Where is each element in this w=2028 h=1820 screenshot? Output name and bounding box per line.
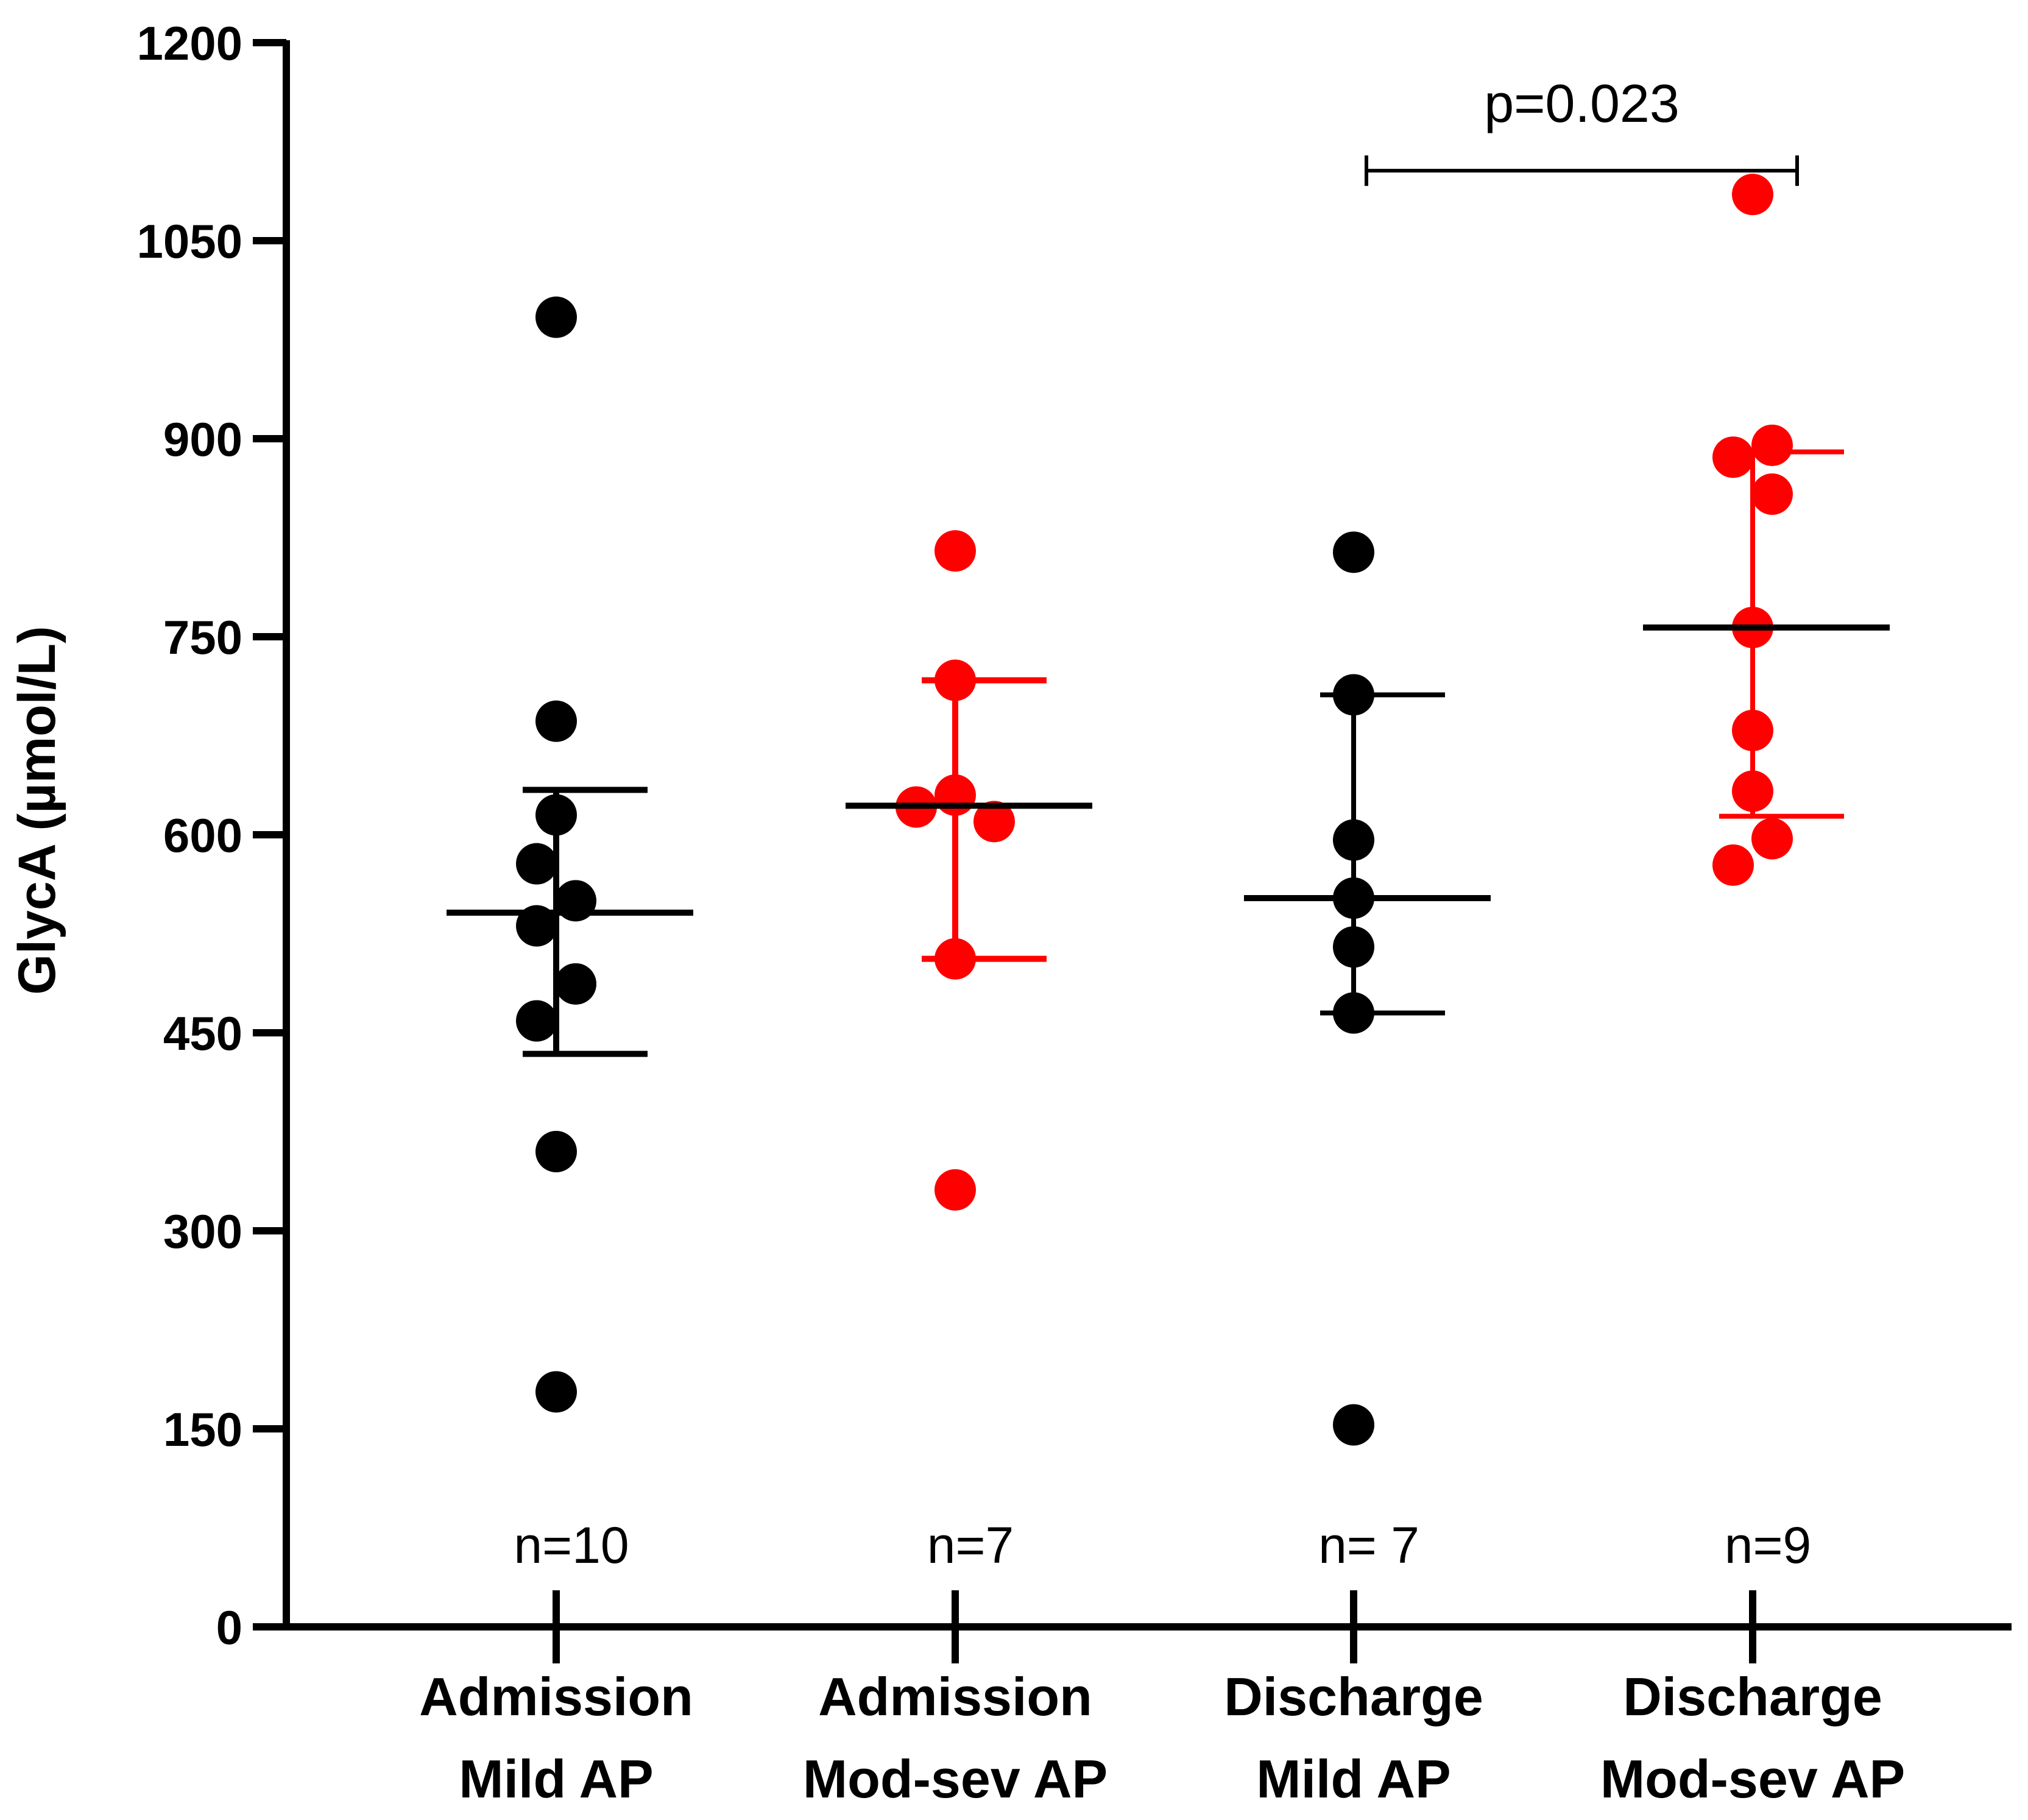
data-point xyxy=(516,1000,557,1042)
data-point xyxy=(1712,844,1754,886)
data-point xyxy=(1333,1404,1374,1446)
y-tick-label: 900 xyxy=(163,413,242,466)
data-point xyxy=(973,801,1015,843)
data-point xyxy=(1751,424,1793,466)
data-point xyxy=(535,296,577,338)
y-tick-label: 0 xyxy=(216,1601,242,1654)
x-category-label-line1: Admission xyxy=(818,1666,1092,1727)
data-point xyxy=(935,1169,976,1211)
y-tick-label: 600 xyxy=(163,809,242,862)
data-point xyxy=(516,843,557,885)
group-4: n=9 xyxy=(1643,174,1890,1574)
p-value-label: p=0.023 xyxy=(1484,73,1680,133)
y-tick-label: 450 xyxy=(163,1007,242,1060)
data-point xyxy=(1712,436,1754,478)
group-1: n=10 xyxy=(447,296,693,1574)
y-tick-label: 1200 xyxy=(136,16,242,70)
y-tick-label: 750 xyxy=(163,611,242,664)
data-point xyxy=(535,1131,577,1172)
x-category-label-line2: Mild AP xyxy=(459,1749,653,1809)
y-tick-label: 300 xyxy=(163,1205,242,1258)
data-point xyxy=(935,530,976,572)
axes: 0 150 300 450 600 750 900 1050 1200 Admission Mil… xyxy=(136,16,2012,1809)
x-category-label-line1: Admission xyxy=(419,1666,693,1727)
x-ticks: Admission Mild AP Admission Mod-sev AP Disch… xyxy=(419,1590,1905,1809)
n-label: n=9 xyxy=(1725,1517,1812,1574)
group-2: n=7 xyxy=(846,530,1092,1574)
x-category-label-line2: Mild AP xyxy=(1256,1749,1450,1809)
groups: n=10 n=7 n= 7 n=9 xyxy=(447,174,1890,1574)
data-point xyxy=(1751,473,1793,515)
significance-annotation: p=0.023 xyxy=(1365,73,1799,186)
n-label: n= 7 xyxy=(1318,1517,1419,1574)
data-point xyxy=(1333,531,1374,573)
x-category-label-line2: Mod-sev AP xyxy=(1600,1749,1905,1809)
y-ticks: 0 150 300 450 600 750 900 1050 1200 xyxy=(136,16,286,1654)
x-category-label-line1: Discharge xyxy=(1623,1666,1882,1727)
y-tick-label: 1050 xyxy=(136,214,242,268)
data-point xyxy=(1751,818,1793,860)
group-3: n= 7 xyxy=(1244,531,1491,1574)
data-point xyxy=(535,1371,577,1413)
y-tick-label: 150 xyxy=(163,1403,242,1456)
x-category-label-line1: Discharge xyxy=(1224,1666,1483,1727)
n-label: n=7 xyxy=(927,1517,1014,1574)
x-category-label-line2: Mod-sev AP xyxy=(803,1749,1108,1809)
n-label: n=10 xyxy=(514,1517,629,1574)
data-point xyxy=(1732,174,1773,216)
y-axis-label: GlycA (µmol/L) xyxy=(8,626,66,994)
data-point xyxy=(555,963,596,1005)
data-point xyxy=(535,700,577,742)
